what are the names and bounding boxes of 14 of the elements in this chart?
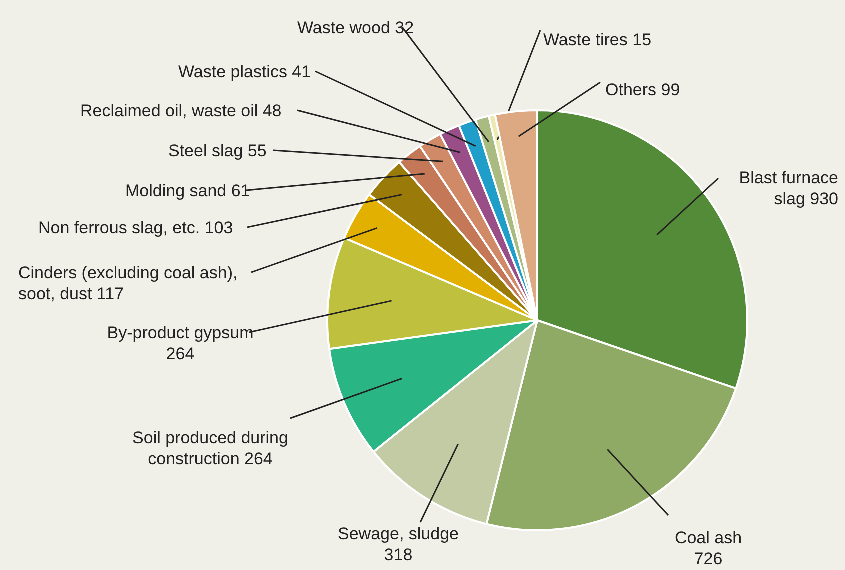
slice-label: Molding sand 61 (126, 182, 250, 200)
slice-label: Steel slag 55 (168, 142, 267, 160)
slice-label: Soil produced during construction 264 (132, 428, 288, 468)
slice-label: Coal ash 726 (674, 528, 742, 568)
slice-label: Waste plastics 41 (178, 62, 312, 82)
slice-label: Others 99 (606, 80, 680, 100)
slice-label: Reclaimed oil, waste oil 48 (80, 102, 282, 120)
slice-label: Non ferrous slag, etc. 103 (38, 218, 234, 238)
slice-label: By-product gypsum 264 (107, 324, 254, 364)
slice-label: Cinders (excluding coal ash), soot, dust 117 (18, 264, 238, 304)
slice-label: Waste wood 32 (298, 18, 414, 38)
slice-label: Sewage, sludge 318 (338, 524, 459, 564)
slice-label: Waste tires 15 (544, 30, 652, 50)
slice-label: Blast furnace slag 930 (739, 168, 839, 208)
